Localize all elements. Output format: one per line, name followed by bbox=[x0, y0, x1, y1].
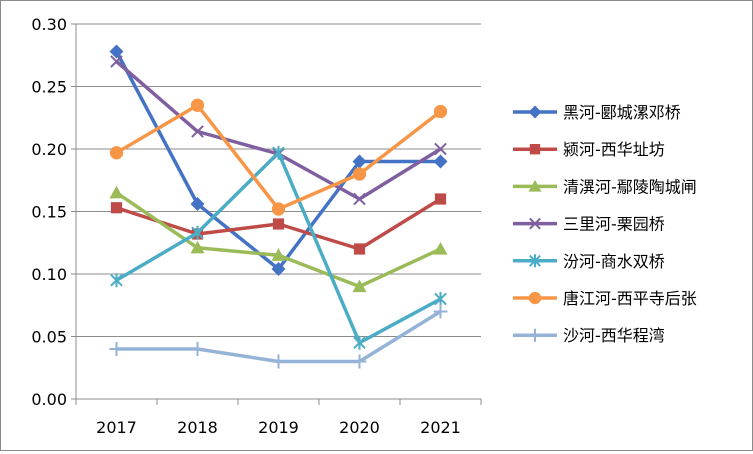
data-point bbox=[352, 167, 367, 181]
legend-item: 三里河-栗园桥 bbox=[513, 215, 665, 234]
legend-item: 唐江河-西平寺后张 bbox=[513, 289, 697, 308]
series-5 bbox=[110, 145, 447, 350]
y-tick-label: 0.00 bbox=[31, 390, 67, 409]
data-point bbox=[353, 243, 366, 255]
x-tick-labels: 2017 2018 2019 2020 2021 bbox=[96, 418, 461, 437]
data-point bbox=[109, 342, 124, 356]
data-point bbox=[352, 154, 367, 169]
data-point bbox=[433, 242, 448, 255]
legend-label: 三里河-栗园桥 bbox=[563, 215, 665, 234]
data-point bbox=[190, 342, 205, 356]
series-7 bbox=[109, 304, 448, 369]
axes bbox=[71, 23, 482, 405]
data-point bbox=[433, 304, 448, 319]
legend-item: 颍河-西华址坊 bbox=[513, 140, 665, 159]
data-point bbox=[190, 240, 205, 254]
data-point bbox=[271, 248, 286, 261]
data-point bbox=[110, 273, 123, 288]
x-tick-label: 2018 bbox=[177, 418, 218, 437]
data-point bbox=[271, 354, 286, 369]
series-4 bbox=[110, 55, 447, 206]
data-point bbox=[190, 197, 205, 211]
y-tick-label: 0.10 bbox=[31, 265, 67, 284]
data-point bbox=[272, 218, 285, 230]
data-point bbox=[190, 98, 205, 112]
data-point bbox=[110, 55, 123, 68]
data-point bbox=[528, 105, 542, 119]
series-line bbox=[115, 60, 442, 201]
y-tick-label: 0.30 bbox=[31, 15, 67, 34]
series-group bbox=[109, 44, 448, 369]
data-point bbox=[271, 262, 286, 276]
legend-label: 颍河-西华址坊 bbox=[563, 140, 665, 159]
data-point bbox=[271, 202, 286, 216]
data-point bbox=[529, 217, 541, 230]
x-tick-label: 2019 bbox=[258, 418, 299, 437]
legend-label: 唐江河-西平寺后张 bbox=[563, 289, 697, 308]
legend-label: 汾河-商水双桥 bbox=[563, 252, 665, 271]
series-6 bbox=[109, 98, 448, 216]
legend-item: 清潩河-鄢陵陶城闸 bbox=[513, 177, 697, 196]
legend-item: 黑河-郾城漯邓桥 bbox=[513, 103, 681, 122]
data-point bbox=[109, 146, 124, 160]
data-point bbox=[110, 202, 123, 214]
data-point bbox=[433, 154, 448, 169]
legend: 黑河-郾城漯邓桥颍河-西华址坊清潩河-鄢陵陶城闸三里河-栗园桥汾河-商水双桥唐江… bbox=[513, 103, 697, 345]
data-point bbox=[272, 145, 285, 160]
data-point bbox=[353, 335, 366, 350]
y-tick-label: 0.05 bbox=[31, 328, 67, 347]
data-point bbox=[434, 142, 447, 156]
y-tick-labels: 0.00 0.05 0.10 0.15 0.20 0.25 0.30 bbox=[31, 15, 67, 409]
x-tick-label: 2020 bbox=[339, 418, 380, 437]
x-tick-label: 2017 bbox=[96, 418, 137, 437]
data-point bbox=[529, 144, 541, 155]
data-point bbox=[109, 44, 124, 59]
data-point bbox=[109, 185, 124, 199]
series-line bbox=[114, 50, 441, 271]
data-point bbox=[433, 104, 448, 119]
data-point bbox=[434, 292, 447, 306]
series-3 bbox=[109, 185, 448, 293]
data-point bbox=[352, 354, 367, 369]
x-tick-label: 2021 bbox=[420, 418, 461, 437]
legend-label: 黑河-郾城漯邓桥 bbox=[563, 103, 681, 122]
series-line bbox=[115, 151, 442, 345]
data-point bbox=[528, 328, 542, 342]
legend-item: 汾河-商水双桥 bbox=[513, 252, 665, 271]
series-1 bbox=[109, 44, 448, 276]
data-point bbox=[434, 193, 447, 205]
y-tick-label: 0.15 bbox=[31, 203, 67, 222]
gridlines bbox=[76, 23, 481, 337]
legend-label: 沙河-西华程湾 bbox=[563, 326, 665, 345]
data-point bbox=[352, 279, 367, 293]
legend-item: 沙河-西华程湾 bbox=[513, 326, 665, 345]
data-point bbox=[528, 179, 542, 192]
data-point bbox=[353, 192, 366, 206]
y-tick-label: 0.25 bbox=[31, 78, 67, 97]
data-point bbox=[191, 125, 204, 138]
y-tick-label: 0.20 bbox=[31, 140, 67, 159]
legend-label: 清潩河-鄢陵陶城闸 bbox=[563, 177, 697, 196]
data-point bbox=[529, 254, 541, 268]
data-point bbox=[528, 291, 542, 305]
data-point bbox=[191, 225, 204, 240]
